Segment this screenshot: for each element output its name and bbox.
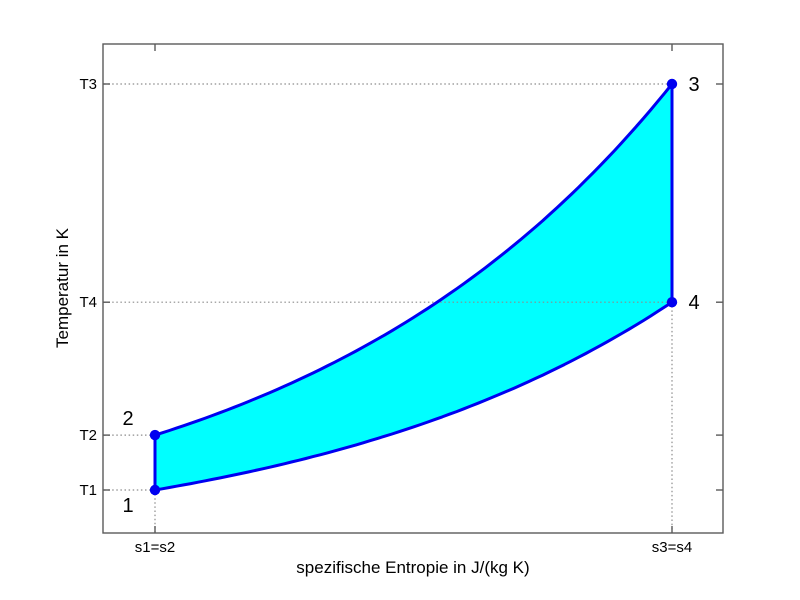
x-tick-label-s1=s2: s1=s2 [135, 539, 175, 556]
state-point-label-2: 2 [122, 408, 133, 430]
point-labels-layer: 1 2 3 4 [122, 74, 699, 517]
x-tick-label-s3=s4: s3=s4 [652, 539, 692, 556]
y-tick-label-T2: T2 [79, 427, 97, 444]
y-axis-title: Temperatur in K [53, 227, 72, 348]
tick-marks-layer [103, 44, 723, 533]
state-point-4 [666, 297, 678, 308]
state-point-3 [666, 78, 678, 90]
y-tick-label-T3: T3 [79, 76, 97, 93]
plot-frame [102, 43, 724, 534]
cycle-area [155, 84, 672, 490]
x-axis-title: spezifische Entropie in J/(kg K) [296, 558, 529, 577]
state-point-label-3: 3 [688, 74, 699, 96]
y-tick-label-T4: T4 [79, 294, 97, 311]
state-point-label-1: 1 [122, 495, 133, 517]
state-point-2 [149, 429, 161, 441]
cycle-fill-layer [155, 84, 672, 490]
tick-labels-layer: T1 T2 T4 T3 s1=s2 s3=s4 [79, 76, 692, 556]
guide-lines-layer [104, 83, 673, 532]
point-markers-layer [149, 78, 678, 496]
y-tick-label-T1: T1 [79, 482, 97, 499]
state-point-label-4: 4 [688, 292, 699, 314]
state-point-1 [149, 484, 161, 496]
